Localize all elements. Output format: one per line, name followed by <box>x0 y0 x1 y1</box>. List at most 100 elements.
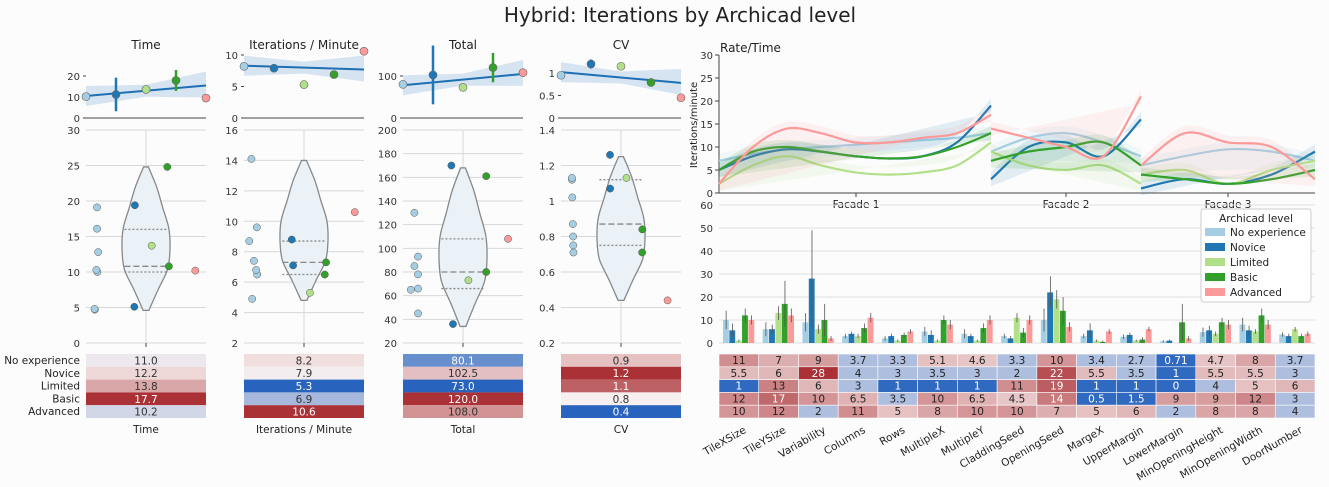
table-value: 5.5 <box>731 368 748 380</box>
table-value: 13.8 <box>134 381 157 393</box>
series-band <box>719 126 991 168</box>
table-value: 102.5 <box>448 368 478 380</box>
bar <box>907 331 914 343</box>
table-value: 2 <box>1014 368 1021 380</box>
bar <box>1218 322 1225 343</box>
y-tick-label: 0.4 <box>539 304 555 315</box>
strip-point <box>464 276 473 285</box>
strip-point <box>482 172 491 180</box>
table-value: 6 <box>1292 381 1299 393</box>
violin-body <box>438 167 488 328</box>
violin-body <box>121 166 171 311</box>
series-line <box>1140 168 1316 185</box>
bar <box>888 336 895 343</box>
strip-point <box>94 248 102 256</box>
table-value: 3 <box>974 368 981 380</box>
bar <box>867 317 874 343</box>
series-line <box>718 113 992 185</box>
table-value: 3.5 <box>889 393 906 405</box>
metric-panel-time: Time 0 10 20 0 5 10 15 20 25 30 11.012.213.817.710.… <box>67 38 211 436</box>
table-value: 3 <box>1292 368 1299 380</box>
y-tick-label: 6 <box>232 278 238 289</box>
table-value: 6.9 <box>296 394 313 406</box>
legend-label: Advanced <box>1230 287 1282 299</box>
panel-title: Time <box>130 38 160 52</box>
y-tick-label: 1 <box>549 69 555 80</box>
table-cell <box>561 405 681 418</box>
strip-point <box>606 151 614 159</box>
y-axis-label: Iterations/minute <box>689 82 700 168</box>
bar <box>1258 315 1265 343</box>
strip-point <box>449 320 457 328</box>
metric-panel-ipm: Iterations / Minute 0 5 10 2 4 6 8 10 12 14 16 8.27.… <box>225 38 369 436</box>
legend-swatch <box>1205 243 1225 251</box>
bar <box>775 313 782 343</box>
table-value: 2 <box>815 406 822 418</box>
y-tick-label: 10 <box>225 217 238 228</box>
bar <box>1066 326 1073 343</box>
y-tick-label: 10 <box>67 93 80 104</box>
bar <box>1120 336 1127 343</box>
mean-point <box>458 83 468 92</box>
table-value: 10.6 <box>292 407 316 419</box>
table-value: 0.9 <box>613 355 630 367</box>
strip-point <box>90 305 99 313</box>
table-cell <box>403 379 523 393</box>
rate-time-panel: Rate/TimeIterations/minute051015202530Fa… <box>689 41 1316 211</box>
table-value: 108.0 <box>448 407 478 419</box>
strip-point <box>350 208 359 217</box>
bar <box>986 320 993 343</box>
bar <box>1298 336 1305 343</box>
mean-point <box>428 70 438 80</box>
table-cell <box>403 392 523 406</box>
mean-point <box>81 92 91 101</box>
strip-point <box>289 261 297 270</box>
y-tick-label: 0.8 <box>539 233 555 244</box>
y-tick-label: 120 <box>378 221 397 232</box>
table-value: 1 <box>1173 368 1180 380</box>
y-tick-label: 15 <box>700 120 713 131</box>
y-tick-label: 0.6 <box>539 268 555 279</box>
y-tick-label: 15 <box>67 233 80 244</box>
table-value: 1 <box>1133 381 1140 393</box>
mean-point <box>398 80 408 89</box>
strip-point <box>131 201 139 210</box>
table-value: 6.5 <box>969 393 986 405</box>
violin-body <box>596 155 646 302</box>
table-value: 6 <box>1133 406 1140 418</box>
legend-label: Novice <box>1230 242 1266 254</box>
table-value: 5.1 <box>929 355 946 367</box>
strip-point <box>638 248 646 257</box>
table-value: 7.9 <box>296 368 313 380</box>
table-value: 9 <box>1173 393 1180 405</box>
table-value: 5 <box>894 406 901 418</box>
table-value: 4.7 <box>1207 355 1224 367</box>
strip-point <box>569 241 578 250</box>
strip-point <box>306 288 314 297</box>
y-tick-label: 200 <box>378 126 397 137</box>
table-value: 9 <box>815 355 822 367</box>
table-cell <box>561 379 681 393</box>
table-value: 13 <box>772 381 785 393</box>
y-tick-label: 100 <box>378 244 397 255</box>
table-value: 19 <box>1050 381 1063 393</box>
table-value: 8.2 <box>296 355 313 367</box>
bar <box>1291 329 1298 343</box>
table-value: 5.5 <box>1207 368 1224 380</box>
strip-point <box>569 248 578 257</box>
y-tick-label: 10 <box>700 316 713 327</box>
table-value: 9 <box>1212 393 1219 405</box>
table-value: 2.7 <box>1128 355 1145 367</box>
table-value: 1 <box>736 381 743 393</box>
table-value: 1 <box>974 381 981 393</box>
strip-point <box>322 258 330 267</box>
y-tick-label: 5 <box>74 304 80 315</box>
mean-point <box>299 80 309 89</box>
table-cell <box>244 354 364 367</box>
bar <box>1145 329 1152 343</box>
strip-point <box>447 161 456 170</box>
bar <box>1013 317 1020 343</box>
table-value: 4.5 <box>1009 393 1026 405</box>
bar <box>1080 336 1087 343</box>
